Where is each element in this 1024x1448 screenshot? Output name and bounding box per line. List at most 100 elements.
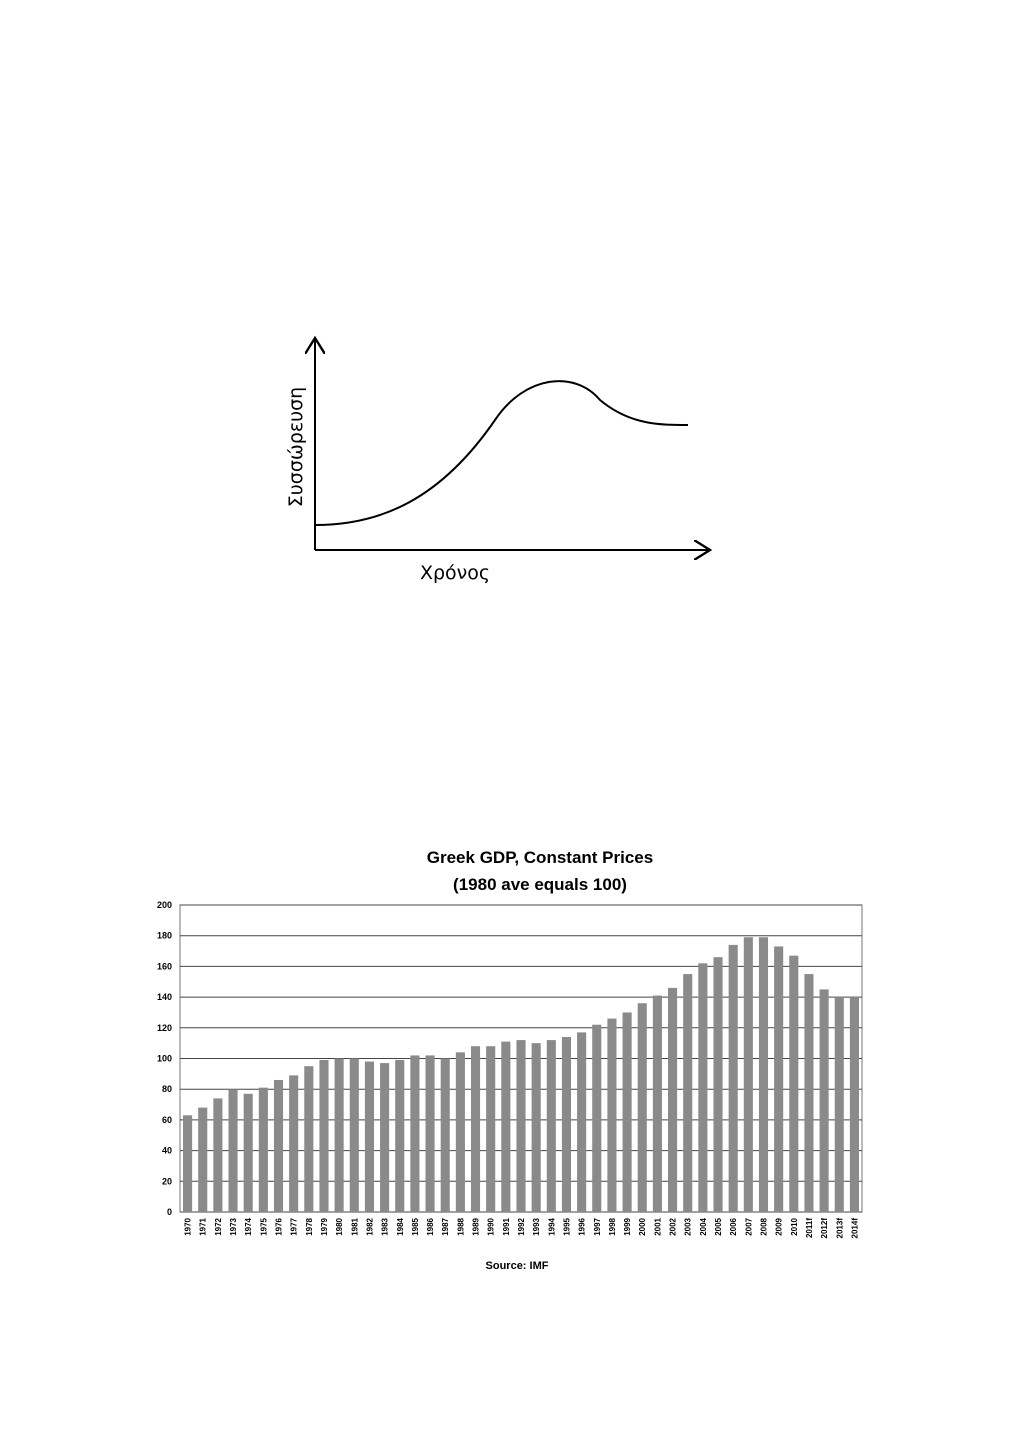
- bar: [455, 1052, 465, 1212]
- bar: [607, 1018, 617, 1212]
- bar: [364, 1061, 374, 1212]
- bar: [380, 1063, 390, 1212]
- bar: [319, 1060, 329, 1212]
- y-tick-label: 200: [157, 900, 172, 910]
- bar: [728, 944, 738, 1212]
- x-tick-label: 1992: [517, 1217, 526, 1235]
- bar: [289, 1075, 299, 1212]
- bar: [758, 937, 769, 1212]
- y-tick-label: 120: [157, 1023, 172, 1033]
- bar: [774, 946, 784, 1212]
- x-tick-label: 1994: [547, 1217, 556, 1235]
- bar: [258, 1087, 268, 1212]
- x-tick-label: 2005: [714, 1217, 723, 1235]
- chart-title: Greek GDP, Constant Prices: [427, 848, 653, 867]
- bar: [698, 963, 708, 1212]
- x-tick-label: 1977: [290, 1217, 299, 1235]
- x-tick-label: 2012f: [820, 1218, 829, 1239]
- curve: [314, 380, 689, 526]
- x-tick-label: 2006: [729, 1217, 738, 1235]
- x-tick-label: 1970: [184, 1217, 193, 1235]
- y-tick-label: 160: [157, 961, 172, 971]
- x-tick-label: 1986: [426, 1217, 435, 1235]
- x-tick-label: 1980: [335, 1217, 344, 1235]
- bar: [789, 955, 799, 1212]
- y-tick-label: 0: [167, 1207, 172, 1217]
- chart-subtitle: (1980 ave equals 100): [453, 875, 627, 894]
- bar: [470, 1046, 481, 1212]
- bar: [683, 974, 693, 1212]
- bar: [531, 1043, 541, 1212]
- x-tick-label: 1976: [275, 1217, 284, 1235]
- bar: [410, 1055, 420, 1212]
- bar: [501, 1041, 511, 1212]
- bar: [804, 974, 814, 1212]
- bar: [516, 1040, 526, 1212]
- x-tick-label: 1973: [229, 1217, 238, 1235]
- x-tick-label: 2014f: [850, 1218, 859, 1239]
- bar: [334, 1058, 344, 1212]
- x-tick-label: 2009: [775, 1217, 784, 1235]
- source: Source: IMF: [486, 1260, 549, 1272]
- x-tick-label: 1975: [259, 1217, 268, 1235]
- bar: [486, 1046, 496, 1212]
- x-tick-label: 1989: [472, 1217, 481, 1235]
- x-tick-label: 2001: [653, 1217, 662, 1235]
- bar: [592, 1024, 602, 1212]
- x-tick-label: 2010: [790, 1217, 799, 1235]
- x-tick-label: 2002: [669, 1217, 678, 1235]
- diagram: Συσσώρευση Χρόνος: [285, 338, 710, 584]
- x-tick-label: 1978: [305, 1217, 314, 1235]
- bar: [743, 937, 753, 1212]
- bar-chart: Greek GDP, Constant Prices (1980 ave equ…: [157, 848, 863, 1272]
- x-tick-label: 1995: [562, 1217, 571, 1235]
- x-tick-label: 1997: [593, 1217, 602, 1235]
- x-tick-label: 2013f: [835, 1218, 844, 1239]
- bar: [622, 1012, 632, 1212]
- bar: [183, 1115, 193, 1212]
- y-tick-label: 100: [157, 1054, 172, 1064]
- bar: [198, 1107, 208, 1212]
- bar: [243, 1093, 253, 1212]
- x-tick-label: 1971: [199, 1217, 208, 1235]
- x-tick-label: 1993: [532, 1217, 541, 1235]
- y-tick-label: 180: [157, 931, 172, 941]
- x-tick-label: 1982: [365, 1217, 374, 1235]
- bar: [213, 1098, 223, 1212]
- x-tick-label: 2000: [638, 1217, 647, 1235]
- bar: [395, 1060, 405, 1212]
- x-tick-label: 1988: [456, 1217, 465, 1235]
- bar: [349, 1058, 359, 1212]
- bar: [425, 1055, 435, 1212]
- x-tick-label: 1998: [608, 1217, 617, 1235]
- bar: [849, 997, 859, 1212]
- bar: [304, 1066, 314, 1212]
- y-label: Συσσώρευση: [285, 387, 307, 507]
- x-tick-label: 1991: [502, 1217, 511, 1235]
- bar: [819, 989, 829, 1212]
- y-tick-label: 20: [162, 1176, 172, 1186]
- x-tick-label: 2011f: [805, 1218, 814, 1238]
- bar: [577, 1032, 587, 1212]
- x-tick-label: 1985: [411, 1217, 420, 1235]
- bar: [668, 987, 678, 1212]
- bar: [834, 997, 844, 1212]
- bar: [273, 1079, 284, 1212]
- y-tick-label: 140: [157, 992, 172, 1002]
- x-tick-label: 1983: [381, 1217, 390, 1235]
- y-tick-label: 60: [162, 1115, 172, 1125]
- bar: [637, 1003, 647, 1212]
- x-tick-label: 2004: [699, 1217, 708, 1235]
- x-tick-label: 1981: [350, 1217, 359, 1235]
- bar: [713, 957, 723, 1212]
- x-label: Χρόνος: [420, 562, 490, 584]
- y-tick-label: 40: [162, 1146, 172, 1156]
- bar: [652, 995, 662, 1212]
- x-tick-label: 1996: [578, 1217, 587, 1235]
- x-tick-label: 1987: [441, 1217, 450, 1235]
- x-tick-label: 2008: [759, 1217, 768, 1235]
- bar: [228, 1089, 238, 1212]
- x-tick-label: 1974: [244, 1217, 253, 1235]
- x-tick-label: 1979: [320, 1217, 329, 1235]
